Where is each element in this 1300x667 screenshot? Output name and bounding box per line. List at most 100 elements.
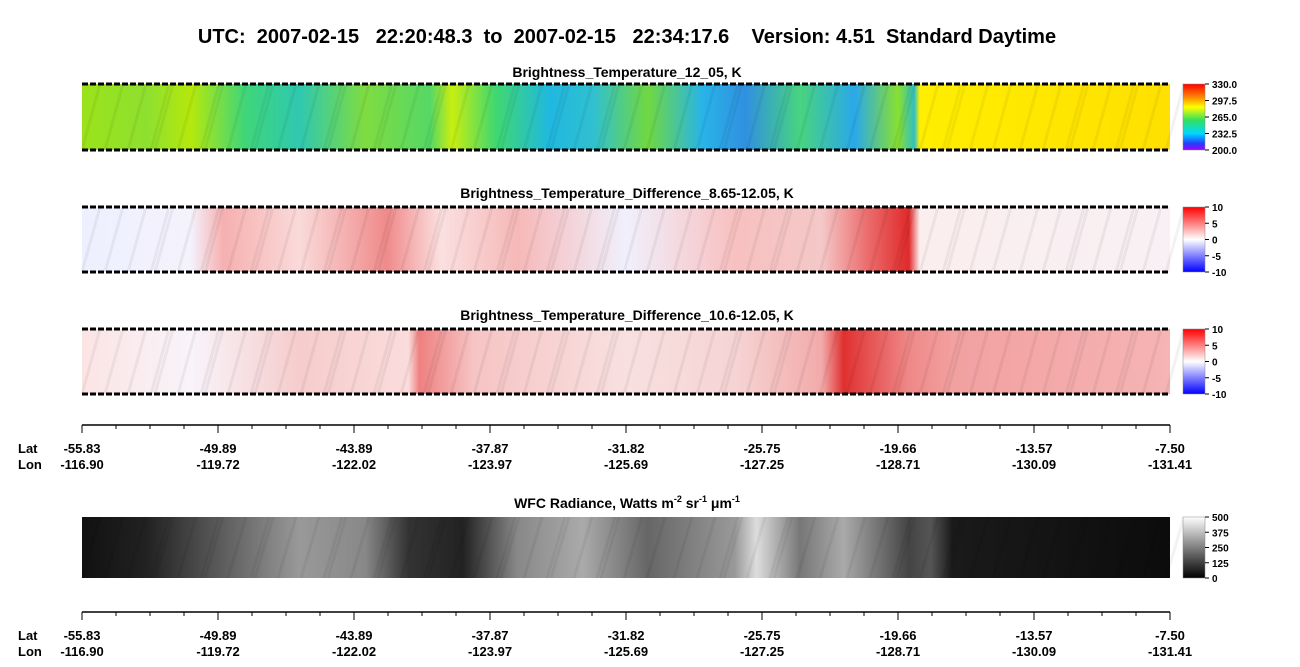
texture-streak xyxy=(149,83,171,151)
colorbar-label: 265.0 xyxy=(1212,113,1237,124)
texture-streak xyxy=(845,516,867,579)
lon-tick-label: -119.72 xyxy=(196,644,239,659)
texture-streak xyxy=(522,206,544,273)
lon-tick-label: -123.97 xyxy=(468,457,512,472)
texture-streak xyxy=(722,516,744,579)
texture-streak xyxy=(253,516,275,579)
texture-streak xyxy=(572,516,594,579)
texture-streak xyxy=(572,206,594,273)
texture-streak xyxy=(203,328,225,395)
lon-tick-label: -123.97 xyxy=(468,644,512,659)
texture-streak xyxy=(199,516,221,579)
texture-streak xyxy=(299,83,321,151)
colorbar-label: 10 xyxy=(1212,325,1224,336)
texture-streak xyxy=(449,83,471,151)
colorbar-label: 125 xyxy=(1212,559,1229,570)
texture-streak xyxy=(599,328,621,395)
texture-streak xyxy=(772,83,794,151)
panel-title: Brightness_Temperature_Difference_8.65-1… xyxy=(460,185,794,201)
texture-streak xyxy=(1041,328,1063,395)
texture-streak xyxy=(695,206,717,273)
lat-tick-label: -13.57 xyxy=(1016,441,1053,456)
texture-streak xyxy=(376,83,398,151)
texture-streak xyxy=(299,328,321,395)
texture-streak xyxy=(1091,206,1113,273)
texture-streak xyxy=(622,206,644,273)
texture-streak xyxy=(153,83,175,151)
texture-streak xyxy=(276,516,298,579)
texture-streak xyxy=(895,328,917,395)
texture-streak xyxy=(349,83,371,151)
texture-streak xyxy=(722,328,744,395)
lat-tick-label: -25.75 xyxy=(744,628,781,643)
texture-streak xyxy=(522,83,544,151)
lat-tick-label: -13.57 xyxy=(1016,628,1053,643)
texture-streak xyxy=(1064,83,1086,151)
panel-title: Brightness_Temperature_Difference_10.6-1… xyxy=(460,307,794,323)
texture-streak xyxy=(372,328,394,395)
texture-streak xyxy=(1114,516,1136,579)
texture-streak xyxy=(1068,83,1090,151)
texture-streak xyxy=(718,206,740,273)
colorbar-label: -10 xyxy=(1212,268,1227,279)
texture-streak xyxy=(499,516,521,579)
lon-tick-label: -130.09 xyxy=(1012,644,1056,659)
texture-streak xyxy=(399,206,421,273)
texture-streak xyxy=(80,206,102,273)
lat-tick-label: -55.83 xyxy=(64,628,101,643)
texture-streak xyxy=(599,83,621,151)
title-text: WFC Radiance, Watts m xyxy=(514,495,674,511)
texture-streak xyxy=(499,206,521,273)
texture-streak xyxy=(226,516,248,579)
texture-streak xyxy=(645,83,667,151)
lat-tick-label: -19.66 xyxy=(880,441,917,456)
texture-streak xyxy=(1114,328,1136,395)
lat-tick-label: -43.89 xyxy=(336,441,373,456)
texture-streak xyxy=(1141,516,1163,579)
lat-label: Lat xyxy=(18,628,38,643)
texture-streak xyxy=(818,83,840,151)
texture-streak xyxy=(868,516,890,579)
lon-tick-label: -125.69 xyxy=(604,457,648,472)
texture-streak xyxy=(1164,83,1186,151)
texture-streak xyxy=(80,516,102,579)
texture-streak xyxy=(499,83,521,151)
colorbar-label: 375 xyxy=(1212,528,1229,539)
texture-streak xyxy=(845,83,867,151)
texture-streak xyxy=(203,206,225,273)
texture-streak xyxy=(595,516,617,579)
texture-streak xyxy=(818,206,840,273)
texture-streak xyxy=(549,83,571,151)
texture-streak xyxy=(126,328,148,395)
texture-streak xyxy=(1041,83,1063,151)
texture-streak xyxy=(153,206,175,273)
texture-streak xyxy=(126,83,148,151)
lat-tick-label: -37.87 xyxy=(472,441,509,456)
texture-streak xyxy=(941,206,963,273)
colorbar-label: 5 xyxy=(1212,341,1218,352)
texture-streak xyxy=(918,516,940,579)
texture-streak xyxy=(103,206,125,273)
lon-tick-label: -122.02 xyxy=(332,644,376,659)
texture-streak xyxy=(1041,516,1063,579)
texture-streak xyxy=(1118,328,1140,395)
texture-streak xyxy=(768,83,790,151)
texture-streak xyxy=(226,328,248,395)
lat-tick-label: -37.87 xyxy=(472,628,509,643)
lon-tick-label: -131.41 xyxy=(1148,644,1192,659)
texture-streak xyxy=(495,83,517,151)
texture-streak xyxy=(399,83,421,151)
texture-streak xyxy=(895,516,917,579)
colorbar xyxy=(1182,206,1206,273)
texture-streak xyxy=(1018,206,1040,273)
texture-streak xyxy=(1118,206,1140,273)
texture-streak xyxy=(722,206,744,273)
texture-streak xyxy=(968,83,990,151)
texture-streak xyxy=(1164,516,1186,579)
lat-tick-label: -43.89 xyxy=(336,628,373,643)
colorbar-label: 200.0 xyxy=(1212,146,1237,157)
lat-tick-label: -7.50 xyxy=(1155,628,1185,643)
texture-streak xyxy=(472,83,494,151)
texture-streak xyxy=(1064,328,1086,395)
texture-streak xyxy=(595,328,617,395)
